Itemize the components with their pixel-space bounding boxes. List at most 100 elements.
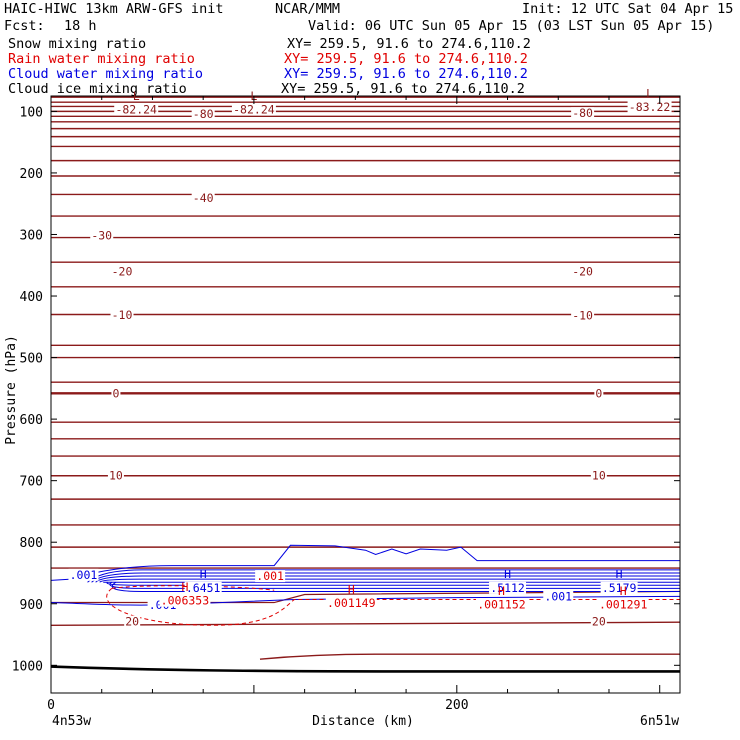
temperature-contour-label-bg	[191, 107, 215, 120]
temperature-contour-label-bg	[107, 469, 124, 482]
fcst-label: Fcst:	[4, 18, 45, 34]
y-tick-label: 600	[20, 413, 43, 428]
y-tick-label: 900	[20, 598, 43, 613]
temperature-contour-label-bg	[594, 387, 604, 400]
temperature-contour-label: -10	[112, 308, 133, 322]
extremum-value: .006353	[161, 594, 210, 608]
extremum-value-bg	[475, 598, 527, 611]
extremum-value: .001291	[599, 597, 648, 611]
temperature-contour-label-bg	[124, 615, 141, 628]
temperature-contour-label: -10	[572, 309, 593, 323]
title-left: HAIC-HIWC 13km ARW-GFS init	[4, 1, 224, 17]
rain-contour-label-bg	[255, 570, 286, 583]
cloud-water-contour-label-bg	[68, 568, 99, 581]
rain-contour-label: .001	[256, 569, 284, 583]
extremum-value-bg	[489, 581, 527, 594]
temperature-contour-label: 20	[125, 615, 139, 629]
cloud-water-contour	[91, 572, 680, 583]
cloud-water-contour	[95, 575, 680, 583]
init-label: Init: 12 UTC Sat 04 Apr 15	[522, 1, 734, 17]
cloud-water-contour	[111, 581, 680, 592]
extremum-marker: H	[504, 567, 511, 581]
temperature-contour-label: -20	[572, 264, 593, 278]
extremum-marker: L	[133, 89, 140, 103]
y-tick-label: 500	[20, 352, 43, 367]
extremum-marker: H	[620, 584, 627, 598]
temperature-contour-label-bg	[110, 309, 134, 322]
temperature-contour-label: 10	[592, 469, 606, 483]
y-tick-label: 1000	[12, 659, 43, 674]
fcst-value: 18 h	[64, 18, 97, 34]
temperature-contour-label: -30	[91, 229, 112, 243]
field-cloudwater-name: Cloud water mixing ratio	[8, 66, 204, 82]
extremum-value: -83.22	[629, 100, 671, 114]
temperature-contour-label-bg	[590, 615, 607, 628]
temperature-contour-label: 0	[112, 386, 119, 400]
y-axis-label: Pressure (hPa)	[4, 335, 19, 445]
extremum-value: .001152	[477, 597, 525, 611]
temperature-contour-label-bg	[110, 265, 134, 278]
temperature-contour-label-bg	[571, 309, 595, 322]
field-cloudwater-xy: XY= 259.5, 91.6 to 274.6,110.2	[284, 66, 528, 82]
org-label: NCAR/MMM	[275, 1, 341, 17]
extremum-marker: H	[348, 583, 355, 597]
cloud-water-contour-label: .001	[544, 589, 572, 603]
temperature-contours	[50, 96, 681, 673]
plot-frame	[50, 95, 681, 694]
valid-label: Valid: 06 UTC Sun 05 Apr 15 (03 LST Sun …	[308, 18, 715, 34]
extremum-value: .6451	[186, 581, 221, 595]
cloud-water-contour	[99, 578, 680, 583]
extremum-marker: H	[200, 567, 207, 581]
extremum-marker: H	[498, 584, 505, 598]
temperature-isoline	[259, 653, 680, 660]
y-tick-label: 700	[20, 475, 43, 490]
y-tick-label: 100	[20, 105, 43, 120]
temperature-contour-label-bg	[571, 107, 595, 120]
field-cloudice-name: Cloud ice mixing ratio	[8, 81, 187, 97]
temperature-contour-label: -40	[193, 191, 214, 205]
temperature-contour-label: -80	[193, 107, 214, 121]
extremum-value-bg	[597, 598, 649, 611]
field-rain-xy: XY= 259.5, 91.6 to 274.6,110.2	[284, 51, 528, 67]
y-tick-label: 400	[20, 290, 43, 305]
x-axis-label: Distance (km)	[312, 714, 414, 729]
extremum-value-bg	[600, 581, 638, 594]
temperature-contour-label: -20	[112, 264, 133, 278]
field-cloudice-xy: XY= 259.5, 91.6 to 274.6,110.2	[281, 81, 525, 97]
temperature-contour-label-bg	[90, 229, 114, 242]
field-snow-name: Snow mixing ratio	[8, 36, 147, 52]
extremum-value: -82.24	[233, 103, 275, 117]
surface-line	[50, 665, 680, 673]
extremum-value-bg	[184, 581, 222, 594]
extremum-value: .5179	[602, 581, 637, 595]
extremum-value: .001149	[327, 596, 376, 610]
plot-frame-rect	[50, 95, 681, 694]
cloud-water-contour	[109, 581, 680, 589]
temperature-contour-label: 10	[109, 469, 123, 483]
temperature-contour-label: 20	[592, 615, 606, 629]
extremum-value-bg	[159, 594, 211, 607]
y-tick-label: 300	[20, 228, 43, 243]
x-endpoint-right: 6n51w	[640, 714, 679, 729]
temperature-contour-label-bg	[111, 387, 121, 400]
cloud-water-contour-label: .001	[70, 568, 98, 582]
temperature-isoline	[50, 621, 681, 626]
cloud-water-contour	[106, 581, 680, 586]
field-snow-xy: XY= 259.5, 91.6 to 274.6,110.2	[287, 36, 531, 52]
temperature-contour-label-bg	[191, 192, 215, 205]
field-rain-name: Rain water mixing ratio	[8, 51, 195, 67]
temperature-contour-label: -80	[572, 106, 593, 120]
rain-contour	[106, 587, 680, 626]
extremum-value-bg	[325, 597, 377, 610]
temperature-contour-label: 0	[595, 386, 602, 400]
extremum-value-bg	[627, 101, 672, 114]
cloud-water-contour	[50, 544, 680, 581]
temperature-contour-label-bg	[590, 469, 607, 482]
extremum-marker: L	[646, 87, 653, 101]
extremum-value-bg	[114, 103, 159, 116]
cloud-water-contour-label-bg	[543, 590, 574, 603]
extremum-marker: H	[181, 580, 188, 594]
x-tick-label: 200	[445, 698, 468, 713]
